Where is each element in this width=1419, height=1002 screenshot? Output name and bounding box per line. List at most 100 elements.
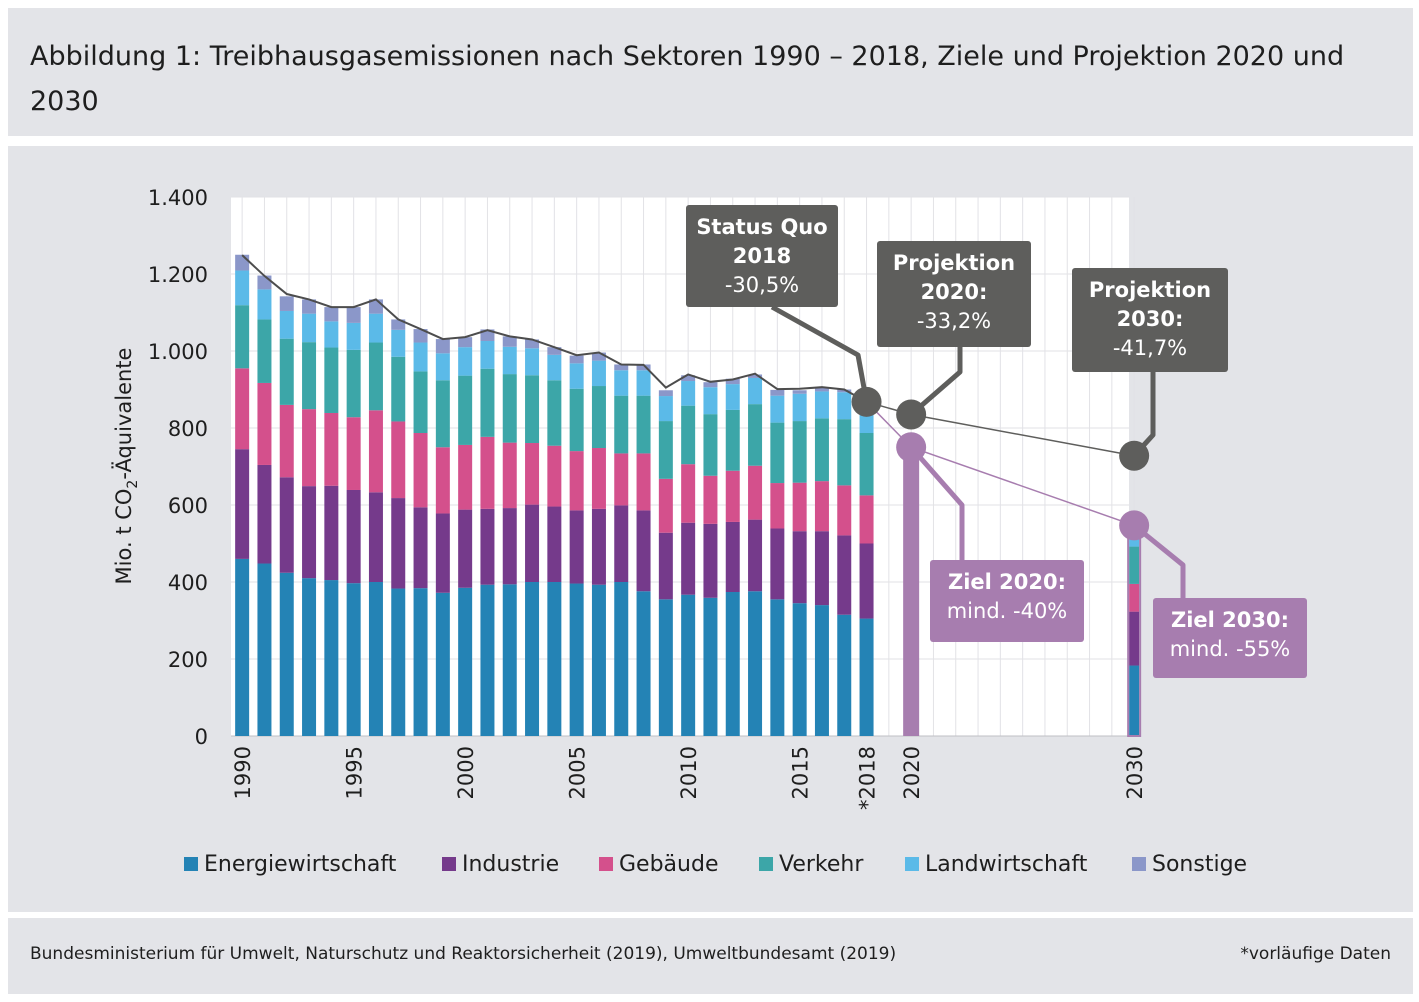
bar-segment [814,605,829,736]
legend-swatch [905,857,919,871]
bar-segment [435,339,450,354]
bar-segment [279,404,294,478]
bar-segment [525,443,540,505]
legend-label: Sonstige [1152,852,1247,877]
x-tick-label: *2018 [856,746,880,810]
bar-segment [703,387,718,415]
bar-segment [770,422,785,484]
bar-segment [1129,665,1140,736]
bar-segment [547,506,562,582]
y-tick-label: 600 [168,494,208,518]
bar-segment [837,535,852,615]
bar-segment [614,505,629,582]
bar-segment [279,338,294,405]
bar-segment [458,509,473,588]
bar-segment [614,364,629,371]
annotation-box [686,205,838,307]
annotation-marker [1119,440,1150,471]
bar-segment [302,313,317,343]
annotation-value: mind. -55% [1170,637,1291,661]
bar-segment [748,465,763,520]
legend-item: Verkehr [759,852,864,877]
bar-segment [279,477,294,573]
bar-segment [681,594,696,736]
bar-segment [859,618,874,736]
y-axis-label-post: -Äquivalente [111,348,136,480]
bar-segment [391,421,406,499]
bar-segment [814,391,829,419]
annotation-marker [1119,510,1150,541]
bar-segment [636,370,651,396]
bar-segment [859,433,874,496]
bar-segment [257,563,272,736]
bar-segment [859,543,874,619]
bar-segment [413,371,428,434]
bar-segment [413,433,428,508]
annotation-value: -33,2% [917,309,991,333]
x-tick-labels: 1990 1995 2000 2005 2010 2015 *2018 2020 2030 [231,746,1147,810]
bar-segment [324,485,339,581]
bar-segment [435,513,450,593]
bar-segment [235,254,250,271]
bar-segment [792,390,807,394]
bar-segment [658,396,673,422]
legend-item: Landwirtschaft [905,852,1088,877]
bar-segment [748,377,763,405]
bar-segment [792,482,807,532]
x-tick-label: 2020 [900,746,924,799]
bar-segment [480,368,495,437]
bar-segment [413,342,428,372]
bar-segment [792,531,807,604]
bar-segment [368,313,383,343]
bar-segment [458,347,473,376]
bar-segment [480,508,495,585]
annotation-connector [1132,523,1186,598]
bar-segment [837,419,852,486]
bar-segment [837,389,852,393]
bar-segment [547,582,562,736]
bar-segment [569,583,584,736]
bar-segment [681,405,696,465]
annotation-marker [896,399,927,430]
bar-segment [324,580,339,736]
bar-segment [614,582,629,736]
bar-segment [413,588,428,736]
bar-segment [748,404,763,466]
bar-segment [435,592,450,736]
bar-segment [302,486,317,579]
bar-segment [814,481,829,532]
annotation-projektion-2020: Projektion 2020: -33,2% [877,241,1031,430]
annotation-ziel-2020: Ziel 2020: mind. -40% [896,432,1084,642]
bar-segment [725,384,740,410]
bar-segment [591,584,606,736]
bar-segment [591,352,606,361]
bar-segment [658,532,673,600]
bar-segment [324,307,339,322]
y-tick-label: 400 [168,571,208,595]
annotation-title: Ziel 2030: [1171,608,1289,632]
bar-segment [703,382,718,388]
legend-swatch [599,857,613,871]
bar-segment [391,588,406,736]
bar-segment [748,591,763,736]
bar-segment [525,339,540,349]
y-axis-label-sub: 2 [125,480,141,489]
bar-segment [591,386,606,449]
annotation-value: mind. -40% [947,599,1068,623]
legend-label: Landwirtschaft [925,852,1088,877]
bar-segment [703,597,718,736]
bar-segment [591,360,606,387]
bar-segment [346,583,361,736]
bar-segment [569,510,584,584]
bar-segment [525,504,540,582]
bar-segment [368,342,383,411]
bar-segment [235,449,250,559]
bar-segment [770,483,785,529]
annotation-connector [909,445,965,560]
legend-item: Energiewirtschaft [184,852,397,877]
y-tick-label: 1.200 [148,263,208,287]
bar-segment [681,522,696,595]
annotation-title: Projektion [1089,278,1211,302]
bar-segment [502,584,517,736]
